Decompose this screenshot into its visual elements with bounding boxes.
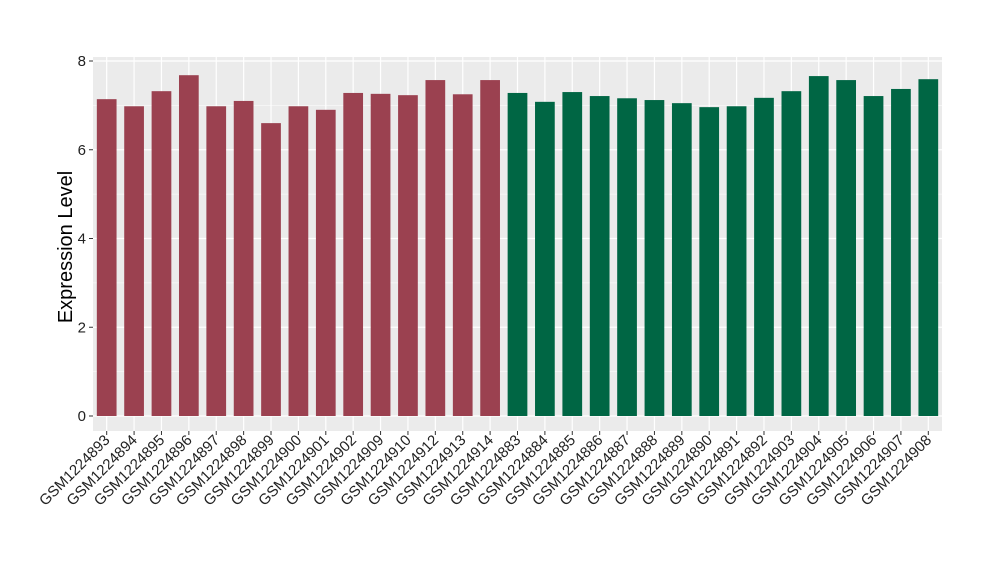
bar-GSM1224907 <box>891 88 911 417</box>
bar-GSM1224889 <box>671 103 692 416</box>
y-axis-title: Expression Level <box>55 171 77 323</box>
bars <box>96 75 939 417</box>
bar-GSM1224914 <box>480 80 500 417</box>
bar-GSM1224884 <box>535 101 555 416</box>
bar-GSM1224913 <box>452 94 473 416</box>
bar-GSM1224909 <box>370 93 391 417</box>
bar-GSM1224908 <box>918 79 939 416</box>
bar-GSM1224886 <box>589 96 610 417</box>
bar-GSM1224893 <box>96 99 117 416</box>
bar-GSM1224883 <box>507 92 528 416</box>
bar-GSM1224901 <box>315 109 336 416</box>
y-tick-label: 0 <box>78 408 86 425</box>
y-tick-label: 4 <box>78 231 86 248</box>
bar-GSM1224885 <box>562 92 583 416</box>
bar-GSM1224897 <box>206 106 227 416</box>
y-tick-label: 8 <box>78 53 86 70</box>
bar-GSM1224894 <box>124 106 144 416</box>
bar-GSM1224891 <box>726 106 747 416</box>
bar-GSM1224890 <box>699 107 720 417</box>
bar-GSM1224904 <box>808 76 829 417</box>
x-axis: GSM1224893GSM1224894GSM1224895GSM1224896… <box>36 431 935 509</box>
bar-GSM1224912 <box>425 80 446 417</box>
bar-GSM1224898 <box>233 100 254 416</box>
bar-GSM1224899 <box>261 123 281 416</box>
y-tick-label: 2 <box>78 319 86 336</box>
bar-GSM1224905 <box>836 80 857 417</box>
bar-GSM1224903 <box>781 91 802 417</box>
bar-GSM1224892 <box>754 97 774 417</box>
bar-GSM1224895 <box>151 91 172 417</box>
bar-GSM1224896 <box>178 75 199 416</box>
bar-GSM1224902 <box>343 92 364 416</box>
bar-GSM1224906 <box>863 96 884 417</box>
bar-GSM1224910 <box>398 95 418 416</box>
y-tick-label: 6 <box>78 142 86 159</box>
bar-GSM1224887 <box>617 98 637 417</box>
y-axis: 0 2 4 6 8 <box>78 53 93 425</box>
bar-GSM1224888 <box>644 100 665 417</box>
bar-GSM1224900 <box>288 106 309 416</box>
